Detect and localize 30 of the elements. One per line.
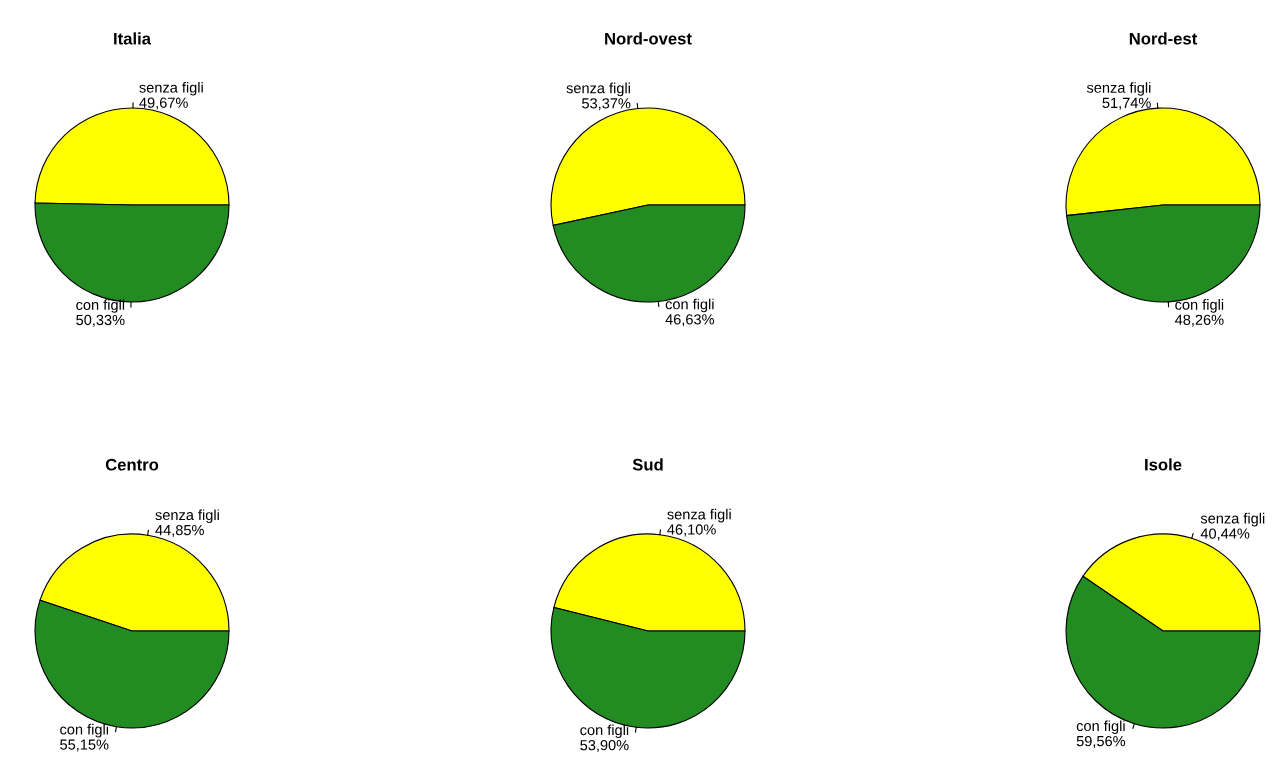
slice-label: senza figli	[667, 508, 731, 523]
chart-title: Nord-est	[1129, 32, 1198, 45]
chart-title: Centro	[105, 458, 159, 471]
slice-label: con figli	[1076, 720, 1125, 734]
data-label: 44,85%	[155, 524, 204, 538]
slice-label: con figli	[76, 299, 125, 313]
slice-label: con figli	[665, 298, 714, 313]
chart-title: Isole	[1145, 458, 1182, 471]
data-label: 49,67%	[139, 97, 188, 110]
chart-title: Sud	[632, 458, 663, 471]
slice-label: senza figli	[1200, 512, 1265, 527]
slice-label: senza figli	[139, 81, 203, 96]
data-label: 46,10%	[667, 524, 716, 537]
slice-label: con figli	[60, 723, 109, 738]
slice-label: con figli	[580, 724, 629, 739]
chart-title: Nord-ovest	[605, 32, 692, 45]
slice-label: senza figli	[1086, 82, 1151, 96]
data-label: 48,26%	[1174, 314, 1224, 327]
chart-title: Italia	[114, 32, 152, 45]
slice-label: senza figli	[566, 82, 630, 97]
data-label: 59,56%	[1076, 735, 1126, 748]
data-label: 46,63%	[665, 314, 715, 327]
data-label: 40,44%	[1200, 528, 1250, 541]
data-label: 53,37%	[582, 98, 631, 111]
data-label: 50,33%	[76, 314, 125, 327]
slice-label: con figli	[1175, 299, 1224, 313]
data-label: 53,90%	[580, 740, 629, 753]
data-label: 55,15%	[60, 739, 109, 752]
slice-label: senza figli	[155, 509, 219, 523]
data-label: 51,74%	[1102, 97, 1151, 110]
